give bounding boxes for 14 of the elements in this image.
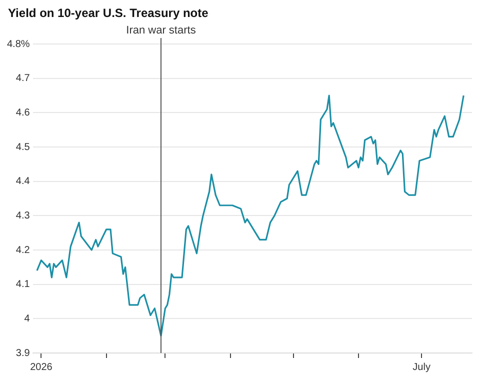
y-tick-label: 4.5 [16, 142, 30, 153]
x-tick-label: July [412, 362, 430, 373]
y-tick-label: 4 [24, 313, 30, 324]
chart-title: Yield on 10-year U.S. Treasury note [7, 5, 210, 22]
y-tick-label: 4.2 [16, 244, 30, 256]
ref-line-label: Iran war starts [126, 24, 196, 37]
x-tick-label: 2026 [30, 362, 53, 373]
y-tick-label: 4.7 [16, 73, 30, 84]
y-tick-label: 3.9 [16, 348, 30, 359]
y-tick-label: 4.4 [16, 176, 30, 188]
y-tick-label: 4.3 [16, 210, 30, 222]
y-tick-label: 4.1 [16, 279, 30, 290]
y-tick-label: 4.8% [6, 38, 30, 50]
y-tick-label: 4.6 [16, 107, 30, 118]
